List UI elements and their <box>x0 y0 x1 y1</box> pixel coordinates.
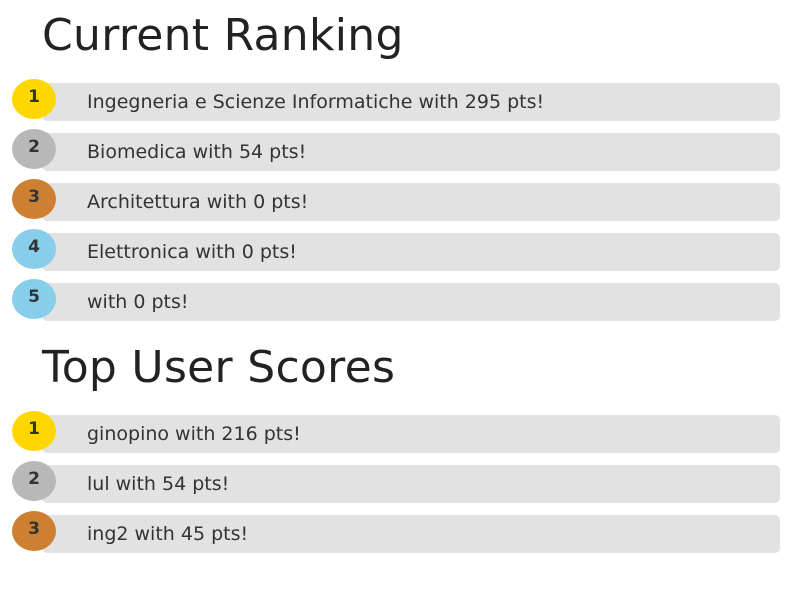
user-item-bar <box>42 515 780 553</box>
ranking-item-1: Ingegneria e Scienze Informatiche with 2… <box>12 79 780 123</box>
ranking-item-5: with 0 pts! 5 <box>12 279 780 323</box>
rank-badge-blue: 5 <box>12 279 56 319</box>
ranking-item-bar <box>42 83 780 121</box>
ranking-item-2: Biomedica with 54 pts! 2 <box>12 129 780 173</box>
ranking-item-text: Ingegneria e Scienze Informatiche with 2… <box>87 91 545 113</box>
ranking-item-4: Elettronica with 0 pts! 4 <box>12 229 780 273</box>
ranking-item-bar <box>42 183 780 221</box>
ranking-item-text: Elettronica with 0 pts! <box>87 241 297 263</box>
rank-badge-silver: 2 <box>12 461 56 501</box>
rank-badge-silver: 2 <box>12 129 56 169</box>
current-ranking-title: Current Ranking <box>42 10 404 61</box>
user-item-text: lul with 54 pts! <box>87 473 230 495</box>
user-item-text: ginopino with 216 pts! <box>87 423 301 445</box>
ranking-item-text: Biomedica with 54 pts! <box>87 141 307 163</box>
ranking-item-bar <box>42 233 780 271</box>
user-item-bar <box>42 415 780 453</box>
user-scores-list: ginopino with 216 pts! 1 lul with 54 pts… <box>12 411 780 561</box>
rank-badge-bronze: 3 <box>12 179 56 219</box>
ranking-item-bar <box>42 283 780 321</box>
user-item-2: lul with 54 pts! 2 <box>12 461 780 505</box>
rank-badge-gold: 1 <box>12 79 56 119</box>
ranking-item-bar <box>42 133 780 171</box>
ranking-list: Ingegneria e Scienze Informatiche with 2… <box>12 79 780 329</box>
rank-badge-blue: 4 <box>12 229 56 269</box>
user-item-3: ing2 with 45 pts! 3 <box>12 511 780 555</box>
ranking-item-3: Architettura with 0 pts! 3 <box>12 179 780 223</box>
rank-badge-bronze: 3 <box>12 511 56 551</box>
user-item-1: ginopino with 216 pts! 1 <box>12 411 780 455</box>
top-user-scores-title: Top User Scores <box>42 342 396 393</box>
ranking-item-text: Architettura with 0 pts! <box>87 191 309 213</box>
ranking-item-text: with 0 pts! <box>87 291 189 313</box>
user-item-text: ing2 with 45 pts! <box>87 523 249 545</box>
user-item-bar <box>42 465 780 503</box>
rank-badge-gold: 1 <box>12 411 56 451</box>
